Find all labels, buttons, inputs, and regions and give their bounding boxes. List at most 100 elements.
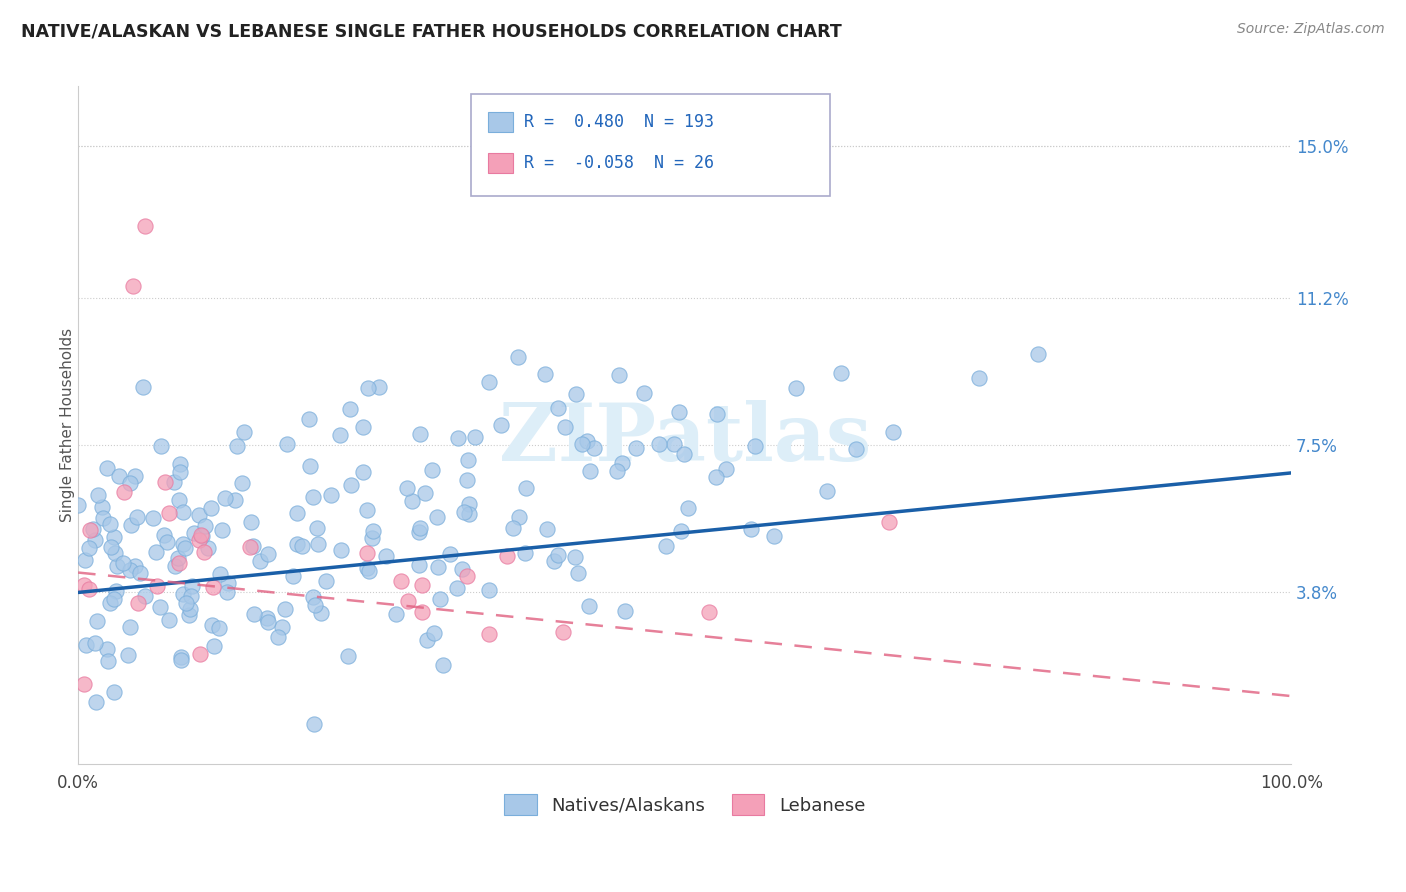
Point [177,608,200,623]
Point [575,434,598,449]
Point [201,617,224,632]
Point [340,478,363,492]
Point [233,425,256,440]
Point [547,548,569,562]
Point [607,368,630,383]
Point [633,385,655,400]
Point [571,436,593,450]
Point [567,566,589,580]
Point [155,475,177,489]
Point [453,505,475,519]
Point [554,420,576,434]
Point [134,589,156,603]
Point [180,579,202,593]
Point [583,441,606,455]
Point [408,525,430,540]
Point [224,492,246,507]
Point [357,564,380,578]
Point [491,418,513,433]
Point [352,420,374,434]
Point [502,521,524,535]
Point [363,524,385,538]
Text: R =  -0.058  N = 26: R = -0.058 N = 26 [524,154,714,172]
Point [103,530,125,544]
Point [77,541,100,555]
Point [274,602,297,616]
Point [547,401,569,416]
Point [96,460,118,475]
Point [845,442,868,457]
Point [188,508,211,523]
Point [356,502,378,516]
Point [534,367,557,381]
Point [329,428,352,442]
Point [321,488,343,502]
Text: Source: ZipAtlas.com: Source: ZipAtlas.com [1237,22,1385,37]
Point [457,497,479,511]
Point [209,567,232,582]
Point [156,535,179,549]
Point [225,439,247,453]
Point [105,558,128,573]
Point [426,560,449,574]
Point [830,366,852,380]
Point [79,523,101,537]
Point [82,522,104,536]
Point [153,528,176,542]
Point [180,589,202,603]
Point [515,546,537,560]
Point [401,494,423,508]
Point [191,529,214,543]
Point [413,486,436,500]
Point [450,562,472,576]
Point [610,456,633,470]
Point [302,591,325,605]
Point [578,599,600,613]
Point [298,412,321,426]
Point [478,627,501,641]
Point [267,630,290,644]
Point [613,604,636,618]
Point [456,473,478,487]
Text: NATIVE/ALASKAN VS LEBANESE SINGLE FATHER HOUSEHOLDS CORRELATION CHART: NATIVE/ALASKAN VS LEBANESE SINGLE FATHER… [21,22,842,40]
Point [197,541,219,555]
Point [134,219,156,233]
Point [740,522,762,536]
Point [676,501,699,516]
Point [543,554,565,568]
Point [506,351,529,365]
Point [672,447,695,461]
Point [408,558,430,572]
Point [193,545,215,559]
Point [626,441,648,455]
Point [456,569,478,583]
Point [83,636,105,650]
Point [706,407,728,421]
Point [208,621,231,635]
Legend: Natives/Alaskans, Lebanese: Natives/Alaskans, Lebanese [496,788,873,822]
Point [200,501,222,516]
Point [214,491,236,505]
Point [302,717,325,731]
Point [270,620,292,634]
Point [877,515,900,529]
Point [166,550,188,565]
Point [416,632,439,647]
Point [315,574,337,588]
Point [356,546,378,560]
Text: ZIPatlas: ZIPatlas [499,400,870,477]
Point [409,426,432,441]
Point [75,553,97,567]
Point [374,549,396,564]
Point [257,615,280,629]
Point [167,493,190,508]
Point [169,457,191,471]
Point [98,596,121,610]
Point [75,638,97,652]
Point [170,653,193,667]
Point [439,547,461,561]
Point [429,592,451,607]
Point [174,541,197,555]
Point [157,613,180,627]
Point [411,605,433,619]
